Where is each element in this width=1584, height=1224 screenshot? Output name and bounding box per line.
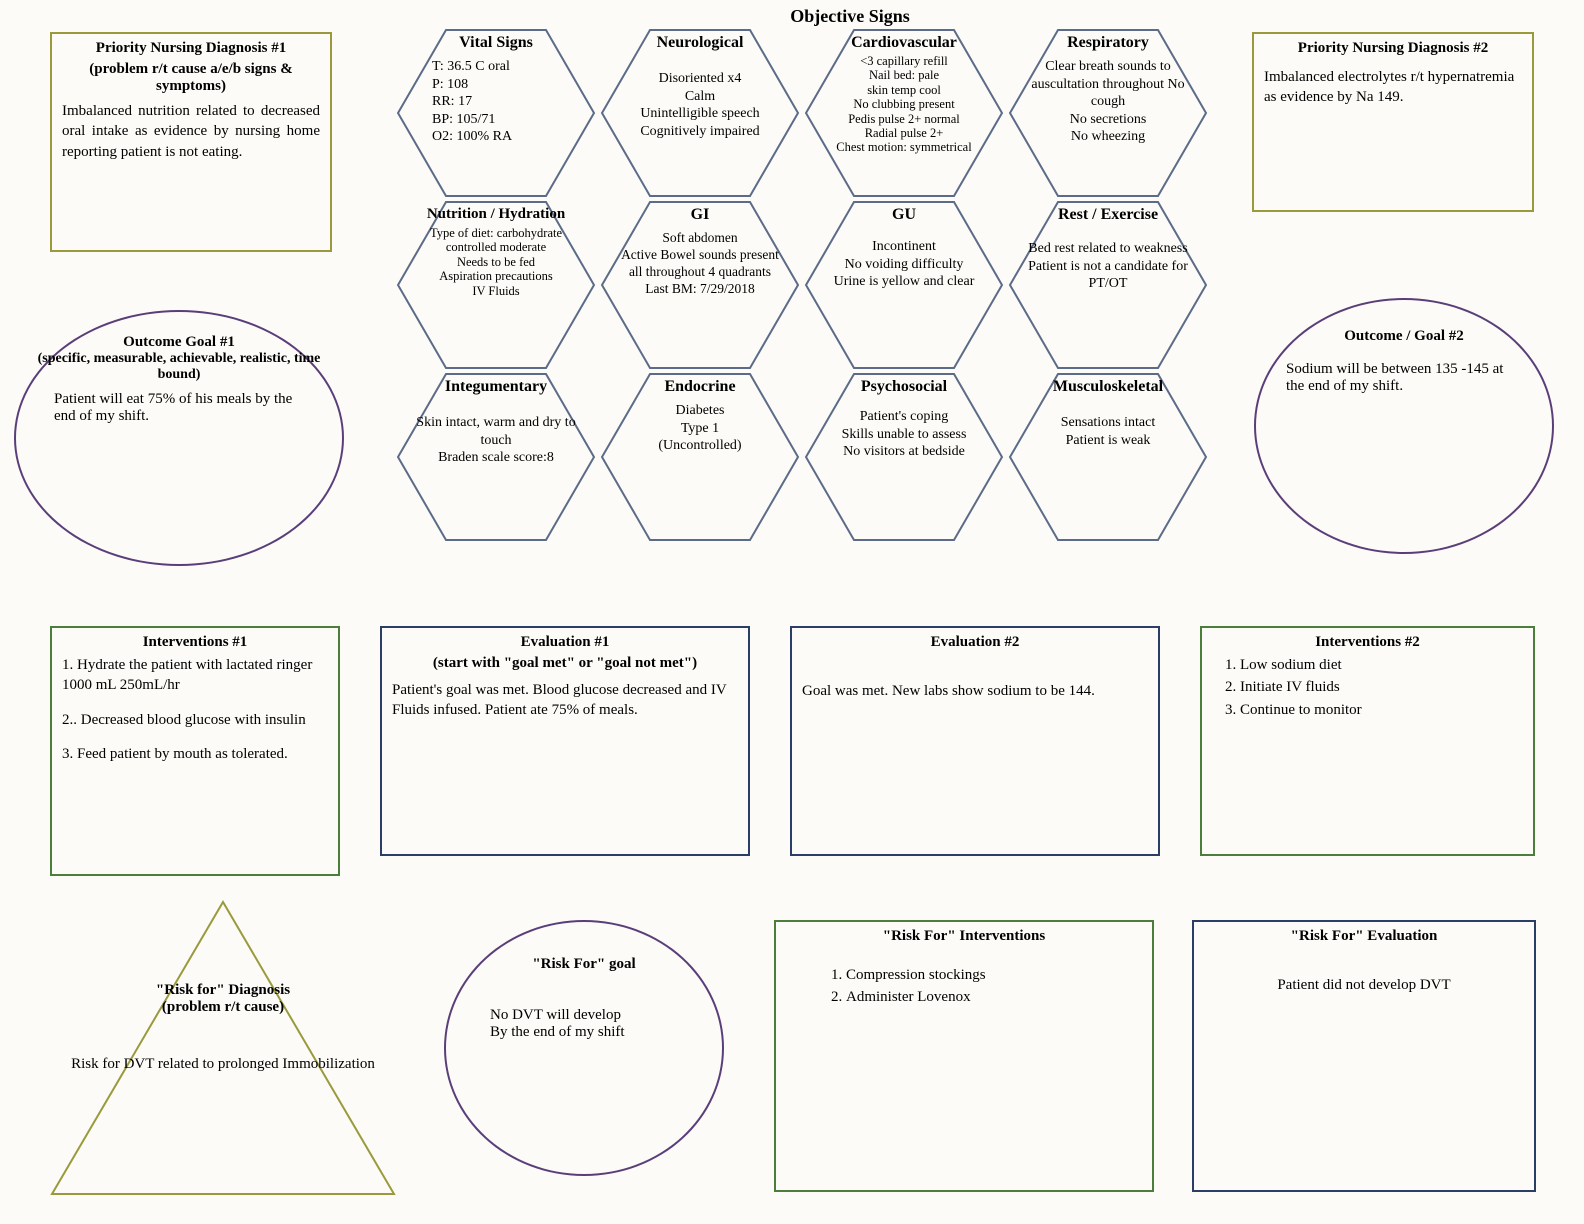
- hex-vital-signs: Vital Signs T: 36.5 C oral P: 108 RR: 17…: [396, 28, 596, 198]
- risk-interventions-title: "Risk For" Interventions: [786, 928, 1142, 945]
- hex-gu: GU Incontinent No voiding difficulty Uri…: [804, 200, 1004, 370]
- hex-musculoskeletal: Musculoskeletal Sensations intact Patien…: [1008, 372, 1208, 542]
- outcome-goal-1-title: Outcome Goal #1: [26, 334, 332, 351]
- interventions-1-item3: 3. Feed patient by mouth as tolerated.: [62, 744, 328, 764]
- hex-gi-body: Soft abdomen Active Bowel sounds present…: [620, 230, 780, 298]
- hex-cardio-body: <3 capillary refill Nail bed: pale skin …: [824, 54, 984, 155]
- hex-psychosocial: Psychosocial Patient's coping Skills una…: [804, 372, 1004, 542]
- hex-msk-title: Musculoskeletal: [1008, 378, 1208, 396]
- hex-nutrition: Nutrition / Hydration Type of diet: carb…: [396, 200, 596, 370]
- hex-gi-title: GI: [600, 206, 800, 224]
- interventions-2-item3: Continue to monitor: [1240, 700, 1523, 720]
- evaluation-1-body: Patient's goal was met. Blood glucose de…: [392, 680, 738, 721]
- risk-diagnosis-subtitle: (problem r/t cause): [48, 999, 398, 1016]
- hex-neuro-title: Neurological: [600, 34, 800, 52]
- hex-integ-title: Integumentary: [396, 378, 596, 396]
- interventions-2-item1: Low sodium diet: [1240, 655, 1523, 675]
- outcome-goal-1-body: Patient will eat 75% of his meals by the…: [26, 391, 332, 425]
- risk-diagnosis-triangle: "Risk for" Diagnosis (problem r/t cause)…: [48, 898, 398, 1198]
- hex-rest-body: Bed rest related to weakness Patient is …: [1028, 240, 1188, 293]
- hex-gi: GI Soft abdomen Active Bowel sounds pres…: [600, 200, 800, 370]
- hex-vital-body: T: 36.5 C oral P: 108 RR: 17 BP: 105/71 …: [416, 58, 576, 146]
- hex-nutr-body: Type of diet: carbohydrate controlled mo…: [416, 226, 576, 298]
- diagnosis-2-body: Imbalanced electrolytes r/t hypernatremi…: [1264, 67, 1522, 108]
- risk-diagnosis-title: "Risk for" Diagnosis: [48, 982, 398, 999]
- interventions-1-box: Interventions #1 1. Hydrate the patient …: [50, 626, 340, 876]
- hex-endo-body: Diabetes Type 1 (Uncontrolled): [620, 402, 780, 455]
- evaluation-1-subtitle: (start with "goal met" or "goal not met"…: [392, 655, 738, 672]
- diagnosis-1-box: Priority Nursing Diagnosis #1 (problem r…: [50, 32, 332, 252]
- diagnosis-1-title: Priority Nursing Diagnosis #1: [62, 40, 320, 57]
- interventions-2-box: Interventions #2 Low sodium diet Initiat…: [1200, 626, 1535, 856]
- risk-evaluation-body: Patient did not develop DVT: [1204, 975, 1524, 995]
- hex-endocrine: Endocrine Diabetes Type 1 (Uncontrolled): [600, 372, 800, 542]
- evaluation-2-title: Evaluation #2: [802, 634, 1148, 651]
- risk-goal-body: No DVT will develop By the end of my shi…: [456, 1007, 712, 1041]
- hex-gu-body: Incontinent No voiding difficulty Urine …: [824, 238, 984, 291]
- hex-nutr-title: Nutrition / Hydration: [396, 206, 596, 223]
- risk-interventions-list: Compression stockings Administer Lovenox: [786, 965, 1142, 1008]
- hex-msk-body: Sensations intact Patient is weak: [1028, 414, 1188, 449]
- outcome-goal-1-circle: Outcome Goal #1 (specific, measurable, a…: [14, 310, 344, 566]
- interventions-2-title: Interventions #2: [1212, 634, 1523, 651]
- risk-interventions-item2: Administer Lovenox: [846, 987, 1142, 1007]
- risk-interventions-item1: Compression stockings: [846, 965, 1142, 985]
- hex-resp-body: Clear breath sounds to auscultation thro…: [1028, 58, 1188, 146]
- risk-goal-title: "Risk For" goal: [456, 956, 712, 973]
- hex-gu-title: GU: [804, 206, 1004, 224]
- hex-integumentary: Integumentary Skin intact, warm and dry …: [396, 372, 596, 542]
- hex-cardiovascular: Cardiovascular <3 capillary refill Nail …: [804, 28, 1004, 198]
- hex-respiratory: Respiratory Clear breath sounds to auscu…: [1008, 28, 1208, 198]
- outcome-goal-1-subtitle: (specific, measurable, achievable, reali…: [26, 351, 332, 383]
- evaluation-2-body: Goal was met. New labs show sodium to be…: [802, 681, 1148, 701]
- outcome-goal-2-body: Sodium will be between 135 -145 at the e…: [1266, 361, 1542, 395]
- diagnosis-2-box: Priority Nursing Diagnosis #2 Imbalanced…: [1252, 32, 1534, 212]
- diagnosis-1-subtitle: (problem r/t cause a/e/b signs & symptom…: [62, 61, 320, 95]
- evaluation-1-box: Evaluation #1 (start with "goal met" or …: [380, 626, 750, 856]
- hex-resp-title: Respiratory: [1008, 34, 1208, 52]
- hex-endo-title: Endocrine: [600, 378, 800, 396]
- hex-rest: Rest / Exercise Bed rest related to weak…: [1008, 200, 1208, 370]
- risk-evaluation-box: "Risk For" Evaluation Patient did not de…: [1192, 920, 1536, 1192]
- hex-cardio-title: Cardiovascular: [804, 34, 1004, 52]
- risk-interventions-box: "Risk For" Interventions Compression sto…: [774, 920, 1154, 1192]
- hex-integ-body: Skin intact, warm and dry to touch Brade…: [416, 414, 576, 467]
- interventions-2-item2: Initiate IV fluids: [1240, 677, 1523, 697]
- hex-psych-body: Patient's coping Skills unable to assess…: [824, 408, 984, 461]
- hex-vital-title: Vital Signs: [396, 34, 596, 52]
- diagnosis-2-title: Priority Nursing Diagnosis #2: [1264, 40, 1522, 57]
- risk-diagnosis-body: Risk for DVT related to prolonged Immobi…: [48, 1056, 398, 1073]
- interventions-2-list: Low sodium diet Initiate IV fluids Conti…: [1212, 655, 1523, 720]
- evaluation-2-box: Evaluation #2 Goal was met. New labs sho…: [790, 626, 1160, 856]
- hex-neuro-body: Disoriented x4 Calm Unintelligible speec…: [620, 70, 780, 140]
- hex-rest-title: Rest / Exercise: [1008, 206, 1208, 224]
- hex-neurological: Neurological Disoriented x4 Calm Unintel…: [600, 28, 800, 198]
- diagnosis-1-body: Imbalanced nutrition related to decrease…: [62, 101, 320, 162]
- outcome-goal-2-circle: Outcome / Goal #2 Sodium will be between…: [1254, 298, 1554, 554]
- interventions-1-item1: 1. Hydrate the patient with lactated rin…: [62, 655, 328, 696]
- hex-psych-title: Psychosocial: [804, 378, 1004, 396]
- interventions-1-item2: 2.. Decreased blood glucose with insulin: [62, 710, 328, 730]
- evaluation-1-title: Evaluation #1: [392, 634, 738, 651]
- page-title: Objective Signs: [650, 6, 1050, 27]
- outcome-goal-2-title: Outcome / Goal #2: [1266, 328, 1542, 345]
- risk-evaluation-title: "Risk For" Evaluation: [1204, 928, 1524, 945]
- interventions-1-title: Interventions #1: [62, 634, 328, 651]
- risk-goal-circle: "Risk For" goal No DVT will develop By t…: [444, 920, 724, 1176]
